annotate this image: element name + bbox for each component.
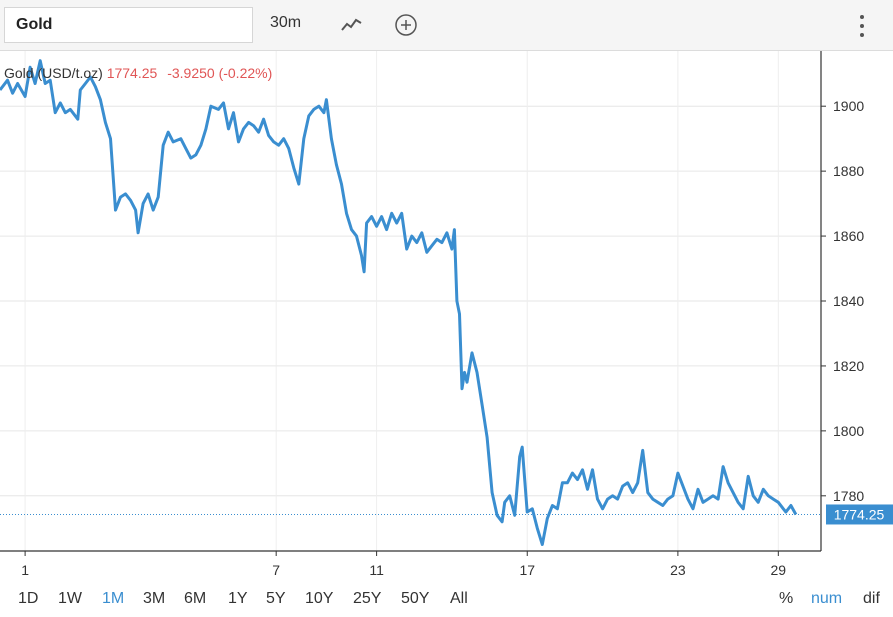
mode-button-num[interactable]: num (811, 590, 843, 607)
range-button-10y[interactable]: 10Y (305, 590, 334, 607)
mode-button-percent[interactable]: % (779, 590, 794, 607)
last-price-badge (826, 504, 893, 525)
vertical-dots-icon[interactable] (852, 12, 872, 40)
range-button-5y[interactable]: 5Y (266, 590, 286, 607)
x-axis-ticks: 1 7 11 17 23 29 (21, 551, 786, 578)
line-chart-icon[interactable] (339, 12, 365, 38)
last-price-label: 1774.25 (826, 504, 893, 525)
range-button-all[interactable]: All (450, 590, 468, 607)
y-tick-label: 1860 (833, 228, 864, 244)
y-axis-ticks: 1780 1800 1820 1840 1860 1880 1900 (821, 98, 864, 504)
y-tick-label: 1800 (833, 423, 864, 439)
x-tick-label: 23 (670, 562, 686, 578)
range-button-6m[interactable]: 6M (184, 590, 207, 607)
chart-legend: Gold (USD/t.oz) 1774.25 -3.9250 (-0.22%) (4, 65, 272, 81)
y-tick-label: 1900 (833, 98, 864, 114)
range-button-1w[interactable]: 1W (58, 590, 82, 607)
last-price-text: 1774.25 (834, 506, 885, 522)
y-tick-label: 1880 (833, 163, 864, 179)
legend-name: Gold (USD/t.oz) (4, 65, 103, 81)
x-tick-label: 7 (272, 562, 280, 578)
legend-price: 1774.25 (106, 65, 158, 81)
x-tick-label: 17 (519, 562, 535, 578)
mode-button-dif[interactable]: dif (863, 590, 880, 607)
range-button-1y[interactable]: 1Y (228, 590, 248, 607)
x-tick-label: 29 (771, 562, 787, 578)
legend-change: -3.9250 (-0.22%) (167, 65, 273, 81)
range-button-1m[interactable]: 1M (102, 590, 125, 607)
y-tick-label: 1820 (833, 358, 864, 374)
chart-toolbar: Gold 30m (0, 0, 893, 51)
range-button-50y[interactable]: 50Y (401, 590, 430, 607)
range-button-1d[interactable]: 1D (18, 590, 39, 607)
range-button-25y[interactable]: 25Y (353, 590, 382, 607)
x-tick-label: 1 (21, 562, 29, 578)
plus-circle-icon[interactable] (393, 12, 419, 38)
y-tick-label: 1840 (833, 293, 864, 309)
symbol-input[interactable]: Gold (4, 7, 253, 43)
y-tick-label: 1780 (833, 488, 864, 504)
interval-selector[interactable]: 30m (270, 14, 302, 31)
chart-grid (0, 51, 821, 551)
price-line (0, 59, 798, 546)
x-tick-label: 11 (369, 562, 384, 578)
range-button-3m[interactable]: 3M (143, 590, 166, 607)
